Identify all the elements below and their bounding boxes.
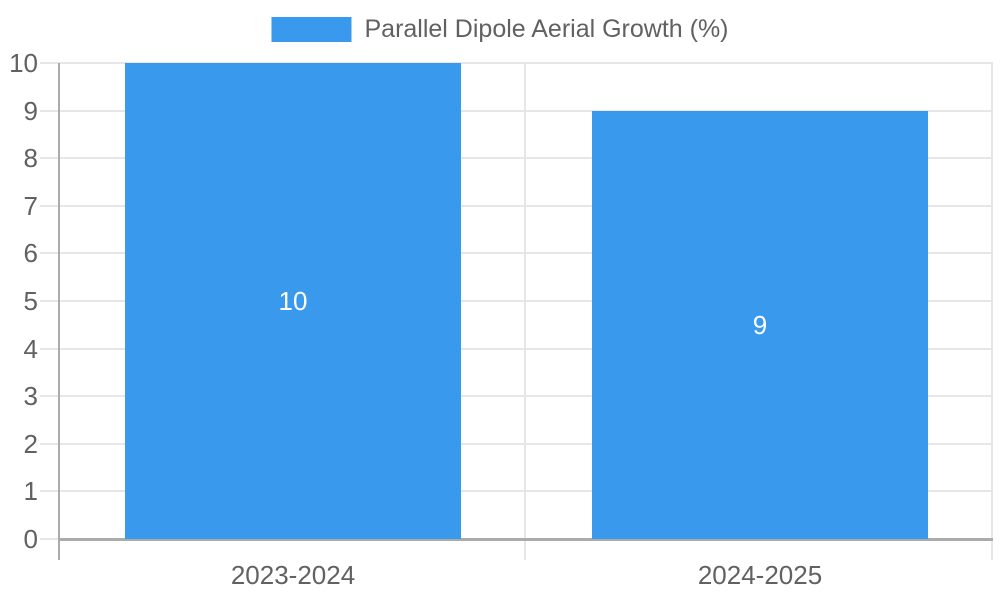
y-axis-line <box>58 63 60 560</box>
x-tick-label: 2023-2024 <box>230 560 356 590</box>
y-gridline <box>40 300 993 302</box>
bar-value-label: 9 <box>752 310 768 340</box>
y-gridline <box>40 443 993 445</box>
y-tick-label: 8 <box>23 143 38 173</box>
legend-label: Parallel Dipole Aerial Growth (%) <box>364 15 729 43</box>
y-gridline <box>40 395 993 397</box>
x-tick-label: 2024-2025 <box>697 560 823 590</box>
y-tick-label: 2 <box>23 429 38 459</box>
y-gridline <box>40 110 993 112</box>
y-tick-label: 6 <box>23 238 38 268</box>
y-tick-label: 9 <box>23 96 38 126</box>
y-gridline <box>40 348 993 350</box>
bar-2023-2024 <box>125 63 461 539</box>
category-divider <box>991 63 993 560</box>
x-axis-line <box>58 538 993 541</box>
y-gridline <box>40 252 993 254</box>
y-gridline <box>40 157 993 159</box>
y-tick-label: 1 <box>23 476 38 506</box>
y-tick-label: 7 <box>23 191 38 221</box>
y-gridline <box>40 205 993 207</box>
y-tick-label: 4 <box>23 334 38 364</box>
bar-2024-2025 <box>592 111 928 539</box>
legend-swatch <box>271 16 352 42</box>
y-gridline <box>40 62 993 64</box>
bar-value-label: 10 <box>278 286 308 316</box>
y-tick-label: 5 <box>23 286 38 316</box>
y-gridline <box>40 490 993 492</box>
y-tick-label: 3 <box>23 381 38 411</box>
y-tick-label: 10 <box>9 48 38 78</box>
category-divider <box>524 63 526 560</box>
chart-legend: Parallel Dipole Aerial Growth (%) <box>271 15 729 43</box>
y-tick-label: 0 <box>23 524 38 554</box>
